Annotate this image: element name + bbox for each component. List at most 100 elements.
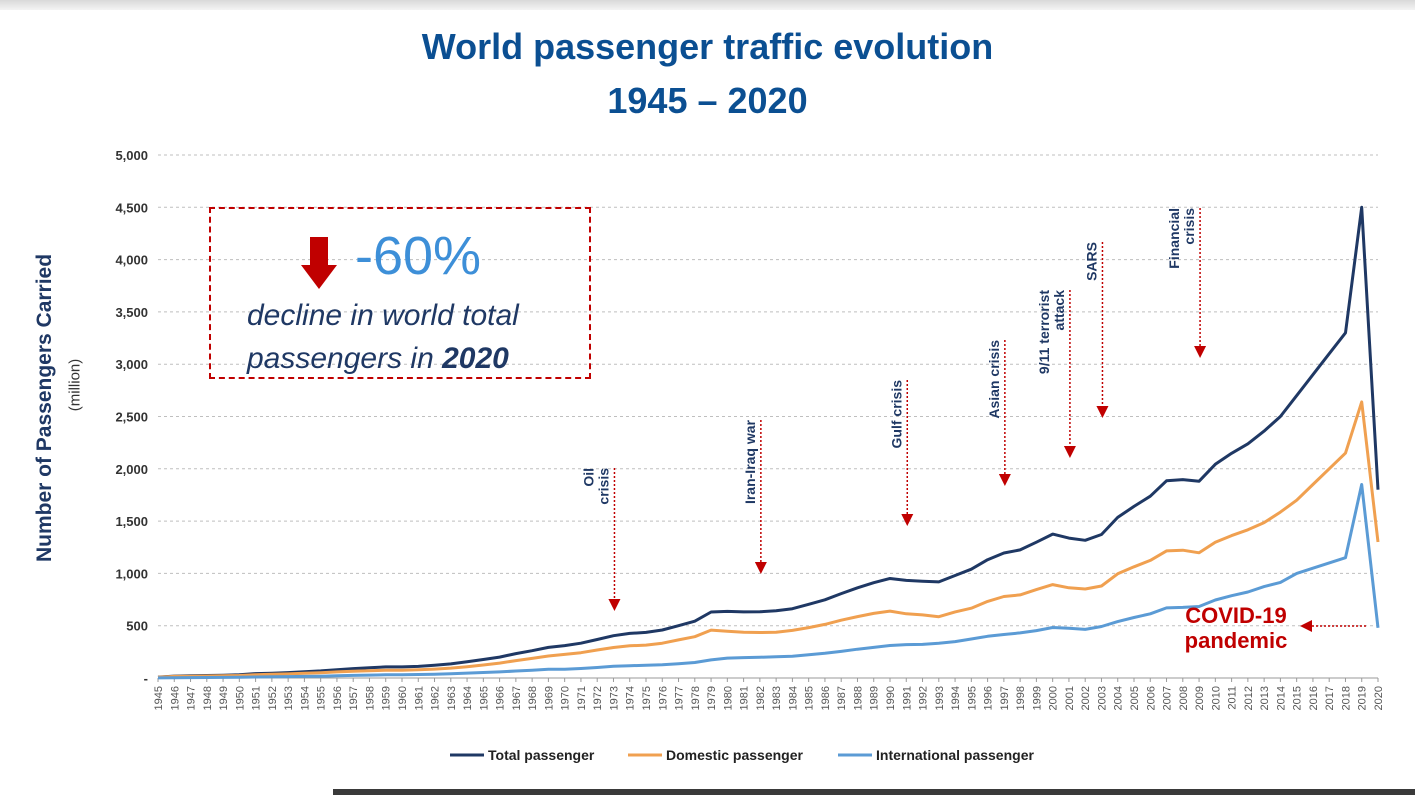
x-tick-label: 1988	[852, 686, 864, 710]
x-tick-label: 1999	[1031, 686, 1043, 710]
x-tick-label: 1945	[153, 686, 165, 710]
event-label: crisis	[1181, 208, 1197, 245]
event-label: Oil	[580, 468, 596, 487]
x-tick-label: 1990	[885, 686, 897, 710]
event-label: Asian crisis	[986, 340, 1002, 419]
chart-title-line1: World passenger traffic evolution	[421, 26, 994, 67]
x-tick-label: 1959	[381, 686, 393, 710]
x-tick-label: 1993	[934, 686, 946, 710]
event-label: Iran-Iraq war	[742, 419, 758, 504]
x-tick-label: 1965	[478, 686, 490, 710]
y-tick-label: 5,000	[115, 148, 148, 163]
y-tick-label: 3,500	[115, 305, 148, 320]
x-tick-label: 2000	[1048, 686, 1060, 710]
legend-label: Total passenger	[488, 747, 595, 763]
x-tick-label: 1967	[511, 686, 523, 710]
y-tick-label: 3,000	[115, 357, 148, 372]
event-label: 9/11 terrorist	[1036, 290, 1052, 374]
decline-percentage: -60%	[355, 226, 482, 286]
x-tick-label: 1997	[999, 686, 1011, 710]
x-tick-label: 2013	[1259, 686, 1271, 710]
x-tick-label: 2008	[1178, 686, 1190, 710]
x-tick-label: 1985	[804, 686, 816, 710]
x-tick-label: 1994	[950, 686, 962, 710]
x-tick-label: 1957	[348, 686, 360, 710]
x-tick-label: 1947	[186, 686, 198, 710]
x-tick-label: 1962	[430, 686, 442, 710]
x-tick-label: 2019	[1357, 686, 1369, 710]
y-tick-label: 1,000	[115, 566, 148, 581]
legend-label: Domestic passenger	[666, 747, 803, 763]
x-tick-label: 2004	[1113, 686, 1125, 710]
x-tick-label: 2020	[1373, 686, 1385, 710]
x-tick-label: 2009	[1194, 686, 1206, 710]
x-tick-label: 1970	[560, 686, 572, 710]
x-tick-label: 1989	[869, 686, 881, 710]
series-line	[157, 400, 1380, 679]
x-tick-label: 1982	[755, 686, 767, 710]
window-top-bar	[0, 0, 1415, 10]
x-tick-label: 2010	[1210, 686, 1222, 710]
event-label: crisis	[595, 468, 611, 505]
event-label: Financial	[1166, 208, 1182, 269]
x-tick-label: 2002	[1080, 686, 1092, 710]
event-label: attack	[1051, 290, 1067, 331]
x-tick-label: 1968	[527, 686, 539, 710]
x-tick-label: 1961	[413, 686, 425, 710]
x-tick-label: 2018	[1340, 686, 1352, 710]
x-tick-label: 1996	[983, 686, 995, 710]
x-tick-label: 1975	[641, 686, 653, 710]
x-tick-label: 1980	[722, 686, 734, 710]
x-tick-label: 1964	[462, 686, 474, 710]
x-tick-label: 1984	[787, 686, 799, 710]
x-tick-label: 2014	[1275, 686, 1287, 710]
x-tick-label: 1971	[576, 686, 588, 710]
x-tick-label: 2007	[1162, 686, 1174, 710]
decline-year: 2020	[442, 342, 509, 375]
y-tick-label: 1,500	[115, 514, 148, 529]
x-tick-label: 1978	[690, 686, 702, 710]
x-tick-label: 1983	[771, 686, 783, 710]
x-tick-label: 1956	[332, 686, 344, 710]
x-tick-label: 2006	[1145, 686, 1157, 710]
x-tick-label: 1974	[625, 686, 637, 710]
x-tick-label: 2017	[1324, 686, 1336, 710]
x-tick-label: 1977	[674, 686, 686, 710]
x-tick-label: 1981	[739, 686, 751, 710]
down-arrow-icon	[301, 237, 337, 289]
x-tick-label: 1955	[316, 686, 328, 710]
x-tick-label: 1972	[592, 686, 604, 710]
y-tick-label: 2,500	[115, 410, 148, 425]
x-tick-label: 1987	[836, 686, 848, 710]
x-tick-label: 2003	[1096, 686, 1108, 710]
covid-annotation: COVID-19 pandemic	[1184, 603, 1288, 653]
x-tick-label: 1992	[918, 686, 930, 710]
decline-callout-box: -60% decline in world total passengers i…	[209, 207, 591, 379]
x-tick-label: 1953	[283, 686, 295, 710]
x-tick-label: 2011	[1227, 686, 1239, 710]
x-tick-label: 2012	[1243, 686, 1255, 710]
x-tick-label: 1963	[446, 686, 458, 710]
x-tick-label: 1948	[202, 686, 214, 710]
y-tick-label: 500	[126, 619, 148, 634]
x-tick-label: 1958	[364, 686, 376, 710]
x-tick-label: 1973	[608, 686, 620, 710]
y-tick-label: -	[144, 671, 148, 686]
event-label: SARS	[1083, 242, 1099, 281]
x-tick-label: 1950	[234, 686, 246, 710]
x-tick-label: 1960	[397, 686, 409, 710]
y-tick-label: 4,000	[115, 253, 148, 268]
decline-text-line1: decline in world total	[247, 299, 519, 332]
decline-text-line2: passengers in 2020	[247, 342, 509, 376]
window-bottom-bar	[0, 789, 1415, 795]
x-tick-label: 1946	[169, 686, 181, 710]
x-tick-label: 1995	[966, 686, 978, 710]
series-line	[157, 483, 1380, 680]
y-tick-label: 4,500	[115, 200, 148, 215]
x-tick-label: 1954	[299, 686, 311, 710]
chart-title-line2: 1945 – 2020	[607, 80, 808, 121]
x-tick-label: 2005	[1129, 686, 1141, 710]
x-tick-label: 2016	[1308, 686, 1320, 710]
x-tick-label: 1998	[1015, 686, 1027, 710]
